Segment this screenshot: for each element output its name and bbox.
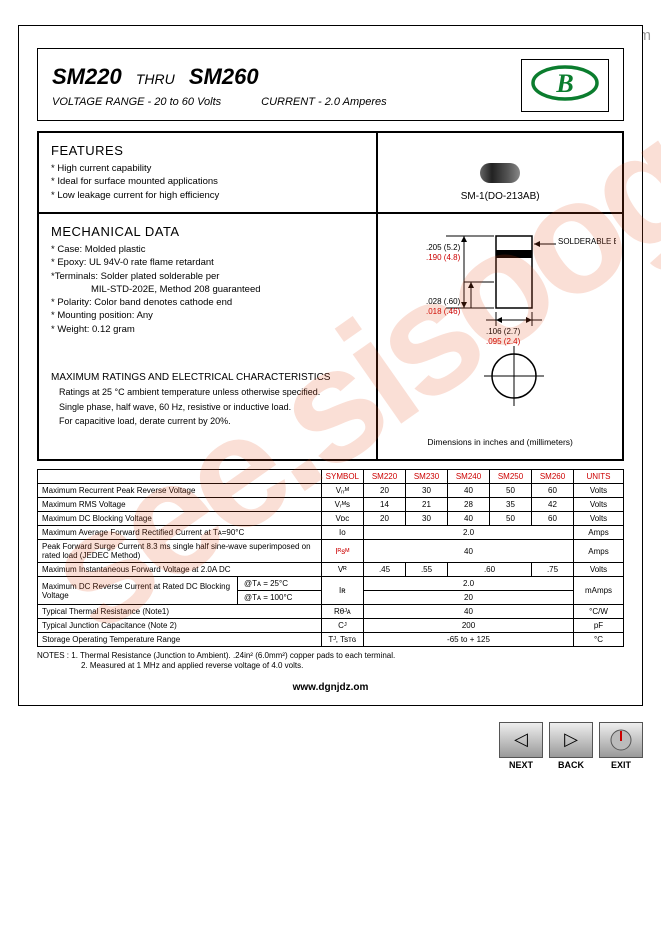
header-box: SM220 THRU SM260 VOLTAGE RANGE - 20 to 6… xyxy=(37,48,624,121)
table-row: Maximum DC Blocking VoltageVᴅᴄ2030405060… xyxy=(38,512,624,526)
ratings-note: For capacitive load, derate current by 2… xyxy=(51,415,364,428)
mechanical-title: MECHANICAL DATA xyxy=(51,224,364,239)
package-label: SM-1(DO-213AB) xyxy=(390,191,610,202)
back-label: BACK xyxy=(549,760,593,770)
package-cell: SM-1(DO-213AB) xyxy=(377,132,623,213)
table-row: Storage Operating Temperature RangeTᴶ, T… xyxy=(38,633,624,647)
next-arrow-icon: ▷ xyxy=(549,722,593,758)
features-list: High current capability Ideal for surfac… xyxy=(51,162,364,202)
dimensions-cell: .205 (5.2) .190 (4.8) .028 (.60) .018 (.… xyxy=(377,213,623,460)
datasheet-page: see.sisoog.co SM220 THRU SM260 VOLTAGE R… xyxy=(18,25,643,706)
exit-button[interactable]: EXIT xyxy=(599,722,643,770)
col-symbol: SYMBOL xyxy=(321,470,363,484)
col-header: SM220 xyxy=(364,470,406,484)
table-row: Typical Junction Capacitance (Note 2)Cᴶ2… xyxy=(38,619,624,633)
table-row: Peak Forward Surge Current 8.3 ms single… xyxy=(38,540,624,563)
col-header: SM260 xyxy=(532,470,574,484)
part-title: SM220 THRU SM260 xyxy=(52,64,521,90)
feature-item: Ideal for surface mounted applications xyxy=(51,175,364,188)
next-button[interactable]: ◁ NEXT xyxy=(499,722,543,770)
feature-item: Low leakage current for high efficiency xyxy=(51,189,364,202)
next-label: NEXT xyxy=(499,760,543,770)
mech-terminals-indent: MIL-STD-202E, Method 208 guaranteed xyxy=(51,283,364,296)
svg-text:.205 (5.2): .205 (5.2) xyxy=(426,243,461,252)
footer-url: www.dgnjdz.om xyxy=(19,682,642,693)
mech-item: Epoxy: UL 94V-0 rate flame retardant xyxy=(51,256,364,269)
back-button[interactable]: ▷ BACK xyxy=(549,722,593,770)
body-grid: FEATURES High current capability Ideal f… xyxy=(37,131,624,461)
col-header: SM240 xyxy=(448,470,490,484)
col-header: SM250 xyxy=(490,470,532,484)
table-row: Maximum DC Reverse Current at Rated DC B… xyxy=(38,577,624,591)
dimensions-note: Dimensions in inches and (millimeters) xyxy=(386,437,614,447)
ratings-note: Single phase, half wave, 60 Hz, resistiv… xyxy=(51,401,364,414)
exit-label: EXIT xyxy=(599,760,643,770)
prev-arrow-icon: ◁ xyxy=(499,722,543,758)
ratings-title: MAXIMUM RATINGS AND ELECTRICAL CHARACTER… xyxy=(51,372,364,383)
ratings-note: Ratings at 25 °C ambient temperature unl… xyxy=(51,386,364,399)
table-row: Typical Thermal Resistance (Note1)Rθᴶᴀ40… xyxy=(38,605,624,619)
dimension-drawing-icon: .205 (5.2) .190 (4.8) .028 (.60) .018 (.… xyxy=(386,226,616,426)
mechanical-cell: MECHANICAL DATA Case: Molded plastic Epo… xyxy=(38,213,377,460)
mech-item: Case: Molded plastic xyxy=(51,243,364,256)
features-cell: FEATURES High current capability Ideal f… xyxy=(38,132,377,213)
brand-logo-icon: B xyxy=(530,64,600,102)
svg-text:.028 (.60): .028 (.60) xyxy=(426,297,461,306)
col-header: SM230 xyxy=(406,470,448,484)
mech-item: Polarity: Color band denotes cathode end xyxy=(51,296,364,309)
notes-prefix: NOTES : xyxy=(37,651,69,660)
col-units: UNITS xyxy=(574,470,624,484)
table-row: Maximum RMS VoltageVᵣᴹs1421283542Volts xyxy=(38,498,624,512)
svg-text:.190 (4.8): .190 (4.8) xyxy=(426,253,461,262)
current-rating: CURRENT - 2.0 Amperes xyxy=(261,96,387,108)
subtitle-row: VOLTAGE RANGE - 20 to 60 Volts CURRENT -… xyxy=(52,96,521,108)
part-to: SM260 xyxy=(189,64,259,89)
svg-text:B: B xyxy=(555,69,573,98)
svg-text:SOLDERABLE ENDS: SOLDERABLE ENDS xyxy=(558,237,616,246)
svg-text:.095 (2.4): .095 (2.4) xyxy=(486,337,521,346)
table-header-row: SYMBOL SM220 SM230 SM240 SM250 SM260 UNI… xyxy=(38,470,624,484)
component-photo-icon xyxy=(480,163,520,183)
logo-box: B xyxy=(521,59,609,112)
features-title: FEATURES xyxy=(51,143,364,158)
part-from: SM220 xyxy=(52,64,122,89)
notes-block: NOTES : 1. Thermal Resistance (Junction … xyxy=(37,651,624,672)
table-row: Maximum Instantaneous Forward Voltage at… xyxy=(38,563,624,577)
mech-item: Weight: 0.12 gram xyxy=(51,323,364,336)
thru-label: THRU xyxy=(136,71,175,87)
svg-text:.018 (.46): .018 (.46) xyxy=(426,307,461,316)
mechanical-list: Case: Molded plastic Epoxy: UL 94V-0 rat… xyxy=(51,243,364,270)
feature-item: High current capability xyxy=(51,162,364,175)
exit-icon xyxy=(599,722,643,758)
mechanical-list-2: Polarity: Color band denotes cathode end… xyxy=(51,296,364,336)
mech-terminals: *Terminals: Solder plated solderable per xyxy=(51,270,364,283)
note-2: 2. Measured at 1 MHz and applied reverse… xyxy=(37,661,303,670)
mech-item: Mounting position: Any xyxy=(51,309,364,322)
title-area: SM220 THRU SM260 VOLTAGE RANGE - 20 to 6… xyxy=(52,64,521,108)
ratings-table-wrap: SYMBOL SM220 SM230 SM240 SM250 SM260 UNI… xyxy=(37,469,624,647)
note-1: 1. Thermal Resistance (Junction to Ambie… xyxy=(71,651,395,660)
ratings-table: SYMBOL SM220 SM230 SM240 SM250 SM260 UNI… xyxy=(37,469,624,647)
svg-text:.106 (2.7): .106 (2.7) xyxy=(486,327,521,336)
table-row: Maximum Recurrent Peak Reverse VoltageVᵣ… xyxy=(38,484,624,498)
table-row: Maximum Average Forward Rectified Curren… xyxy=(38,526,624,540)
voltage-range: VOLTAGE RANGE - 20 to 60 Volts xyxy=(52,96,221,108)
nav-buttons: ◁ NEXT ▷ BACK EXIT xyxy=(0,716,661,784)
